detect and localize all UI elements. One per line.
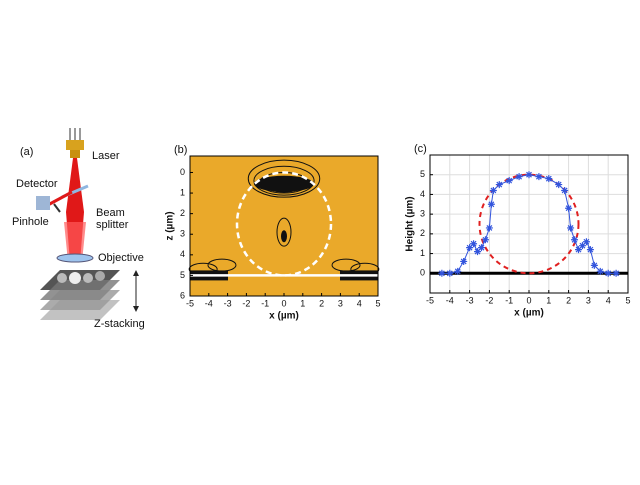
data-point xyxy=(477,244,485,252)
y-tick-label: 2 xyxy=(420,228,425,238)
beam-splitter-label: Beam xyxy=(96,207,125,219)
x-tick-label: 4 xyxy=(606,295,611,305)
data-point xyxy=(545,175,553,183)
data-point xyxy=(578,242,586,250)
data-point xyxy=(604,269,612,277)
data-point xyxy=(489,186,497,194)
data-point xyxy=(567,224,575,232)
x-tick-label: -1 xyxy=(505,295,513,305)
data-point xyxy=(487,200,495,208)
x-tick-label: 0 xyxy=(281,298,286,308)
data-point xyxy=(438,269,446,277)
data-point xyxy=(446,269,454,277)
data-point xyxy=(575,246,582,254)
hot-spot xyxy=(281,230,287,243)
x-tick-label: -5 xyxy=(186,298,194,308)
x-tick-label: 2 xyxy=(319,298,324,308)
x-tick-label: 5 xyxy=(625,295,630,305)
x-tick-label: 0 xyxy=(526,295,531,305)
x-tick-label: 1 xyxy=(546,295,551,305)
x-tick-label: -3 xyxy=(466,295,474,305)
panel-label: (b) xyxy=(174,144,187,156)
x-tick-label: -2 xyxy=(485,295,493,305)
x-axis-label: x (µm) xyxy=(269,311,299,322)
x-tick-label: 1 xyxy=(300,298,305,308)
y-tick-label: 1 xyxy=(180,187,185,197)
contour-line xyxy=(247,159,321,198)
x-tick-label: 3 xyxy=(338,298,343,308)
data-point xyxy=(485,224,493,232)
setup-diagram xyxy=(36,128,139,320)
x-tick-label: -3 xyxy=(224,298,232,308)
y-tick-label: 1 xyxy=(420,248,425,258)
y-axis-label: z (µm) xyxy=(165,211,176,240)
x-tick-label: -1 xyxy=(261,298,269,308)
data-point xyxy=(525,171,533,179)
panel-label: (a) xyxy=(20,146,33,158)
data-point xyxy=(612,269,620,277)
y-tick-label: 2 xyxy=(180,208,185,218)
z-stacking-label: Z-stacking xyxy=(94,318,145,330)
y-tick-label: 0 xyxy=(420,268,425,278)
data-point xyxy=(481,236,489,244)
x-tick-label: 5 xyxy=(375,298,380,308)
y-tick-label: 3 xyxy=(420,209,425,219)
x-tick-label: -4 xyxy=(446,295,454,305)
panel-label: (c) xyxy=(414,143,427,155)
data-point xyxy=(460,257,468,265)
reference-circle xyxy=(478,173,580,275)
x-tick-label: 3 xyxy=(586,295,591,305)
data-point xyxy=(561,186,569,194)
y-tick-label: 5 xyxy=(180,270,185,280)
data-point xyxy=(565,204,573,212)
data-point xyxy=(470,240,478,248)
data-point xyxy=(586,246,594,254)
x-axis-label: x (µm) xyxy=(514,308,544,319)
data-point xyxy=(571,236,579,244)
plot-frame xyxy=(429,154,629,294)
y-tick-label: 4 xyxy=(180,249,185,259)
data-point xyxy=(474,248,482,256)
y-tick-label: 3 xyxy=(180,229,185,239)
y-axis-label: Height (µm) xyxy=(405,196,416,251)
data-point xyxy=(596,267,604,275)
x-tick-label: 2 xyxy=(566,295,571,305)
data-point xyxy=(505,177,513,185)
data-point xyxy=(582,238,590,246)
x-tick-label: -2 xyxy=(242,298,250,308)
x-tick-label: 4 xyxy=(357,298,362,308)
y-tick-label: 6 xyxy=(180,290,185,300)
plot-frame xyxy=(189,155,379,297)
beam-splitter-label: splitter xyxy=(96,219,129,231)
data-point xyxy=(466,244,474,252)
data-point xyxy=(590,261,598,269)
laser-label: Laser xyxy=(92,150,120,162)
y-tick-label: 5 xyxy=(420,169,425,179)
data-point xyxy=(515,173,523,181)
objective-label: Objective xyxy=(98,252,144,264)
data-point xyxy=(454,267,462,275)
pinhole-label: Pinhole xyxy=(12,216,49,228)
data-point xyxy=(555,181,563,189)
detector-label: Detector xyxy=(16,178,58,190)
reference-circle xyxy=(235,171,333,277)
contour-line xyxy=(276,217,292,247)
contour-line xyxy=(253,165,315,196)
y-tick-label: 0 xyxy=(180,167,185,177)
hot-spot xyxy=(254,175,314,192)
data-point xyxy=(495,181,503,189)
x-tick-label: -4 xyxy=(205,298,213,308)
y-tick-label: 4 xyxy=(420,189,425,199)
data-point xyxy=(535,173,543,181)
x-tick-label: -5 xyxy=(426,295,434,305)
